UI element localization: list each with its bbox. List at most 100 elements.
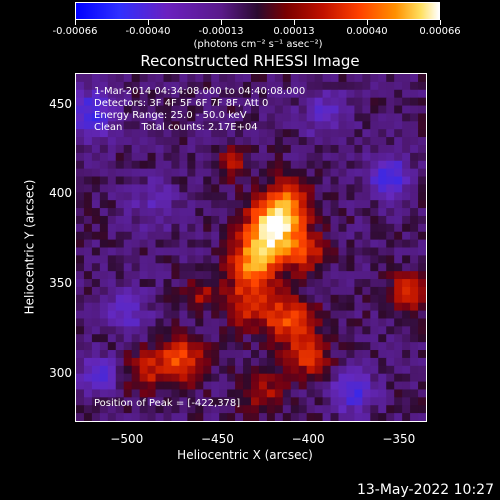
heatmap-cell <box>91 381 101 391</box>
heatmap-cell <box>195 413 204 421</box>
heatmap-cell <box>115 160 125 170</box>
heatmap-cell <box>410 152 419 162</box>
heatmap-cell <box>386 405 395 414</box>
heatmap-cell <box>274 389 284 398</box>
heatmap-cell <box>227 271 236 280</box>
heatmap-cell <box>354 239 363 249</box>
heatmap-cell <box>370 271 379 280</box>
heatmap-cell <box>386 176 395 186</box>
heatmap-cell <box>354 137 363 146</box>
heatmap-cell <box>83 89 93 99</box>
heatmap-cell <box>163 129 173 138</box>
heatmap-cell <box>306 365 316 375</box>
heatmap-cell <box>354 192 363 201</box>
heatmap-cell <box>163 223 173 233</box>
heatmap-cell <box>314 223 324 233</box>
heatmap-cell <box>139 279 149 288</box>
heatmap-cell <box>378 89 387 99</box>
heatmap-cell <box>274 381 284 391</box>
heatmap-cell <box>123 121 133 130</box>
heatmap-cell <box>163 413 173 421</box>
heatmap-cell <box>282 152 292 162</box>
heatmap-cell <box>163 294 173 304</box>
heatmap-cell <box>346 152 355 162</box>
heatmap-cell <box>76 342 85 351</box>
heatmap-cell <box>251 121 260 130</box>
heatmap-cell <box>76 286 85 296</box>
heatmap-cell <box>274 215 284 225</box>
heatmap-cell <box>266 97 276 107</box>
heatmap-cell <box>123 294 133 304</box>
heatmap-cell <box>139 239 149 249</box>
heatmap-cell <box>171 286 180 296</box>
heatmap-cell <box>394 200 403 209</box>
heatmap-cell <box>346 334 355 343</box>
heatmap-cell <box>203 271 212 280</box>
heatmap-cell <box>171 342 180 351</box>
heatmap-cell <box>107 342 117 351</box>
heatmap-cell <box>370 350 379 359</box>
heatmap-cell <box>306 137 316 146</box>
heatmap-cell <box>378 121 387 130</box>
heatmap-cell <box>203 263 212 272</box>
heatmap-cell <box>235 247 244 256</box>
heatmap-cell <box>99 255 109 264</box>
heatmap-cell <box>131 357 141 367</box>
heatmap-cell <box>227 208 236 217</box>
heatmap-cell <box>282 231 292 241</box>
heatmap-cell <box>155 81 165 91</box>
heatmap-cell <box>235 152 244 162</box>
heatmap-cell <box>163 152 173 162</box>
heatmap-cell <box>219 208 228 217</box>
heatmap-cell <box>123 231 133 241</box>
heatmap-cell <box>394 326 403 335</box>
heatmap-cell <box>346 405 355 414</box>
heatmap-cell <box>338 89 348 99</box>
heatmap-cell <box>171 176 180 186</box>
heatmap-cell <box>370 263 379 272</box>
heatmap-cell <box>290 405 300 414</box>
heatmap-cell <box>131 279 141 288</box>
heatmap-cell <box>187 168 196 178</box>
heatmap-cell <box>378 192 387 201</box>
heatmap-cell <box>187 310 196 320</box>
heatmap-cell <box>83 113 93 122</box>
heatmap-cell <box>131 397 141 406</box>
heatmap-cell <box>91 105 101 115</box>
heatmap-cell <box>203 286 212 296</box>
heatmap-cell <box>322 405 332 414</box>
heatmap-cell <box>338 357 348 367</box>
heatmap-cell <box>139 215 149 225</box>
heatmap-cell <box>115 200 125 209</box>
heatmap-cell <box>171 89 180 99</box>
heatmap-cell <box>386 365 395 375</box>
heatmap-cell <box>258 279 268 288</box>
heatmap-cell <box>410 215 419 225</box>
heatmap-cell <box>330 192 340 201</box>
heatmap-cell <box>346 97 355 107</box>
heatmap-cell <box>258 350 268 359</box>
heatmap-cell <box>107 137 117 146</box>
heatmap-cell <box>378 263 387 272</box>
heatmap-cell <box>211 144 220 154</box>
heatmap-cell <box>155 342 165 351</box>
heatmap-cell <box>91 263 101 272</box>
heatmap-cell <box>147 239 157 249</box>
heatmap-cell <box>179 113 188 122</box>
heatmap-cell <box>282 176 292 186</box>
heatmap-cell <box>131 255 141 264</box>
heatmap-cell <box>410 279 419 288</box>
heatmap-cell <box>282 255 292 264</box>
heatmap-cell <box>290 97 300 107</box>
heatmap-cell <box>147 310 157 320</box>
heatmap-cell <box>243 121 252 130</box>
heatmap-cell <box>290 208 300 217</box>
heatmap-cell <box>402 334 411 343</box>
heatmap-cell <box>91 184 101 193</box>
heatmap-cell <box>282 215 292 225</box>
heatmap-cell <box>290 255 300 264</box>
heatmap-cell <box>266 255 276 264</box>
heatmap-cell <box>378 271 387 280</box>
heatmap-cell <box>370 302 379 312</box>
heatmap-cell <box>386 381 395 391</box>
